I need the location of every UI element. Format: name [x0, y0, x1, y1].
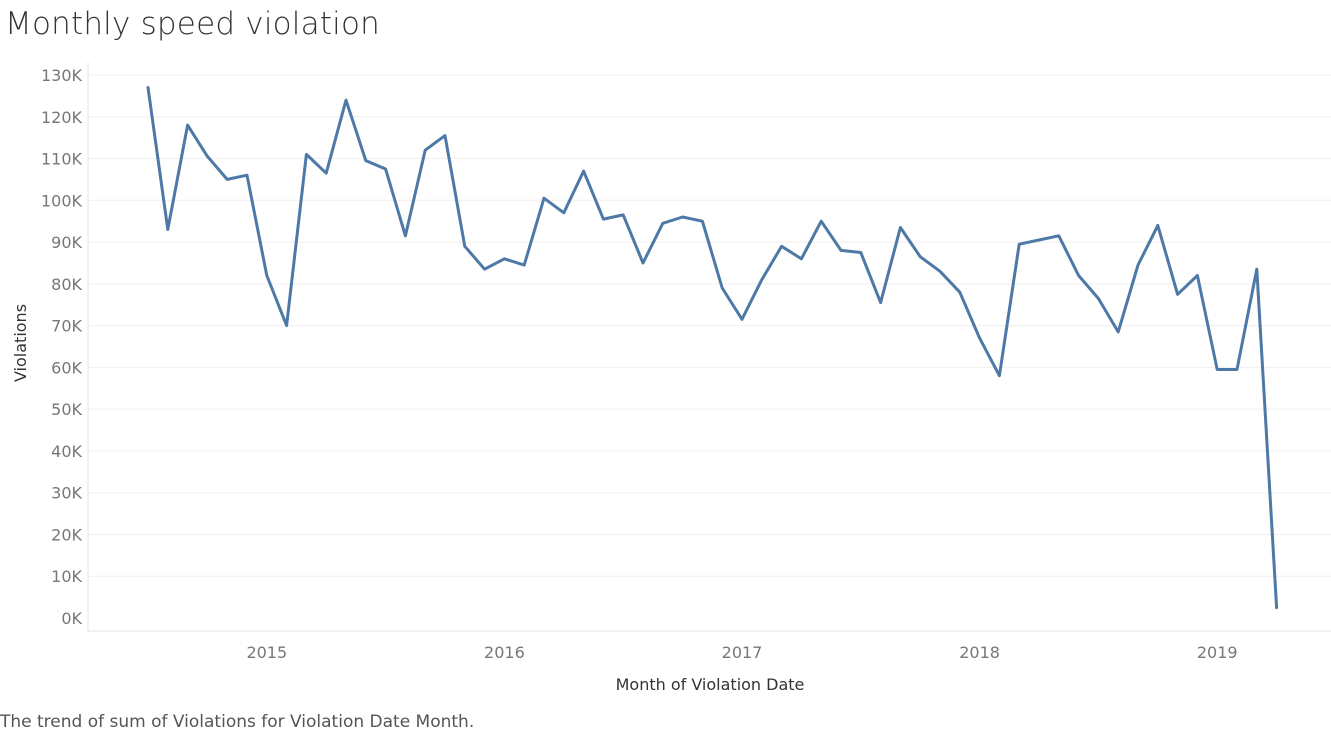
- y-tick-label: 40K: [51, 442, 82, 461]
- y-axis-title: Violations: [11, 304, 30, 382]
- y-tick-label: 60K: [51, 358, 82, 377]
- y-tick-label: 50K: [51, 400, 82, 419]
- gridlines: [88, 74, 1331, 577]
- y-axis-ticks: 0K 10K 20K 30K 40K 50K 60K 70K 80K 90K 100K 110K 120…: [41, 66, 83, 628]
- y-tick-label: 100K: [41, 191, 83, 210]
- x-tick-label: 2017: [722, 643, 763, 662]
- series-line: [146, 86, 1279, 610]
- chart-caption: The trend of sum of Violations for Viola…: [0, 712, 475, 732]
- y-tick-label: 0K: [61, 609, 82, 628]
- chart-title: Monthly speed violation: [5, 6, 380, 42]
- y-tick-label: 130K: [41, 66, 83, 85]
- y-tick-label: 80K: [51, 275, 82, 294]
- x-axis-ticks: 2015 2016 2017 2018 2019: [246, 643, 1237, 662]
- y-tick-label: 10K: [51, 567, 82, 586]
- x-tick-label: 2015: [246, 643, 287, 662]
- x-axis-title: Month of Violation Date: [616, 675, 805, 694]
- x-tick-label: 2016: [484, 643, 525, 662]
- y-tick-label: 20K: [51, 525, 82, 544]
- y-tick-label: 70K: [51, 317, 82, 336]
- y-tick-label: 110K: [41, 150, 83, 169]
- y-tick-label: 30K: [51, 484, 82, 503]
- y-tick-label: 90K: [51, 233, 82, 252]
- y-tick-label: 120K: [41, 108, 83, 127]
- x-tick-label: 2019: [1197, 643, 1238, 662]
- x-tick-label: 2018: [959, 643, 1000, 662]
